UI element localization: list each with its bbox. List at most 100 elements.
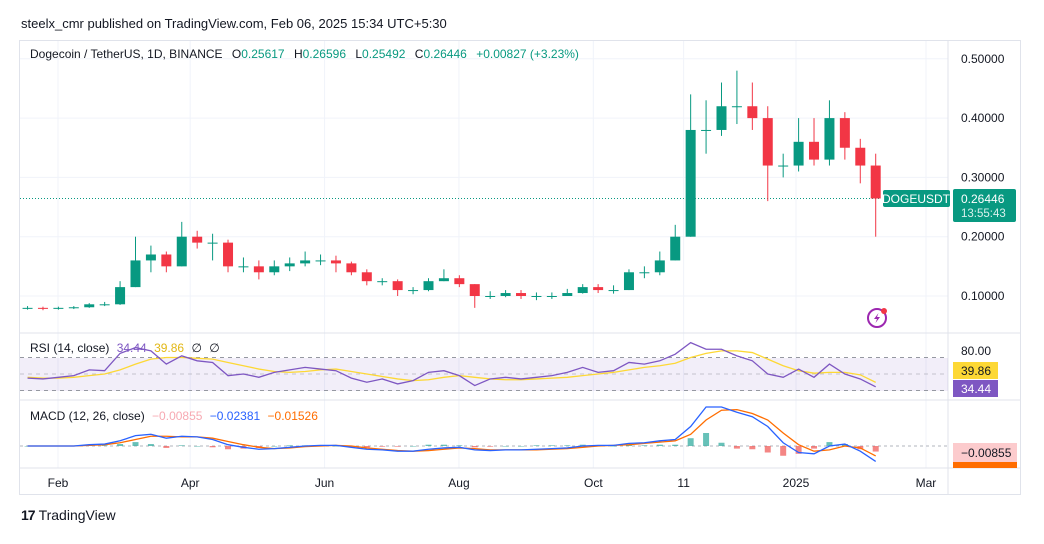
candle-body <box>623 272 634 291</box>
open-value: 0.25617 <box>241 47 285 61</box>
candle-body <box>531 296 542 297</box>
candle-body <box>824 118 835 160</box>
candle-body <box>716 106 727 130</box>
candle-body <box>639 272 650 274</box>
candle-body <box>469 284 480 296</box>
macd-legend: MACD (12, 26, close) −0.00855 −0.02381 −… <box>30 409 318 423</box>
candle-body <box>423 281 434 291</box>
macd-histogram-bar <box>672 444 679 446</box>
macd-histogram-bar <box>703 433 710 446</box>
rsi-ma-tag-bg <box>953 362 998 379</box>
price-tick-label: 0.40000 <box>961 111 1005 125</box>
macd-hist-tag-bg <box>953 443 1017 462</box>
candle-body <box>161 254 172 267</box>
macd-histogram-bar <box>564 445 571 446</box>
symbol-name: Dogecoin / TetherUS, 1D, BINANCE <box>30 47 223 61</box>
candle-body <box>22 307 33 309</box>
macd-histogram-bar <box>780 446 787 456</box>
symbol-legend: Dogecoin / TetherUS, 1D, BINANCE O0.2561… <box>30 47 579 61</box>
macd-histogram-bar <box>718 442 725 446</box>
candle-body <box>84 304 95 308</box>
time-tick-label: 11 <box>677 476 690 490</box>
last-price-tag: 0.26446 <box>961 192 1005 206</box>
symbol-price-tag: DOGEUSDT 0.26446 13:55:43 <box>882 189 1016 222</box>
candle-body <box>53 307 64 309</box>
bar-countdown: 13:55:43 <box>961 208 1006 220</box>
candle-body <box>269 266 280 273</box>
macd-signal-tag-bg <box>953 462 1017 468</box>
chart-frame <box>19 40 1021 495</box>
candle-body <box>608 290 619 292</box>
candle-body <box>68 307 79 309</box>
candle-body <box>747 106 758 119</box>
candle-body <box>300 260 311 264</box>
high-value: 0.26596 <box>303 47 347 61</box>
candle-body <box>37 307 48 309</box>
candle-body <box>438 278 449 282</box>
price-axis[interactable]: 0.10000 0.20000 0.30000 0.40000 0.50000 <box>961 52 1005 303</box>
candle-body <box>223 242 234 267</box>
macd-histogram-bar <box>225 446 232 450</box>
lightning-icon[interactable] <box>867 308 887 328</box>
macd-histogram-bar <box>610 446 617 447</box>
rsi-tag: 34.44 <box>961 382 991 396</box>
candle-body <box>793 141 804 166</box>
candle-body <box>392 281 403 291</box>
low-value: 0.25492 <box>362 47 406 61</box>
macd-histogram-bar <box>764 446 771 453</box>
macd-histogram-bar <box>332 446 339 447</box>
macd-histogram-bar <box>872 446 879 452</box>
macd-histogram-bar <box>471 446 478 448</box>
macd-histogram-bar <box>425 444 432 446</box>
macd-value: −0.02381 <box>210 409 261 423</box>
candle-body <box>130 260 141 288</box>
macd-histogram-bar <box>502 446 509 447</box>
time-tick-label: Oct <box>584 476 603 490</box>
time-tick-label: Jun <box>315 476 334 490</box>
macd-histogram-bar <box>440 444 447 446</box>
candle-body <box>546 296 557 297</box>
rsi-value: 34.44 <box>117 341 147 355</box>
candle-body <box>346 263 357 273</box>
macd-pane <box>20 406 948 463</box>
candle-body <box>855 147 866 166</box>
candle-body <box>192 236 203 243</box>
macd-histogram-bar <box>379 446 386 447</box>
time-tick-label: 2025 <box>783 476 810 490</box>
price-tick-label: 0.20000 <box>961 230 1005 244</box>
price-tick-label: 0.30000 <box>961 170 1005 184</box>
rsi-tag-bg <box>953 380 998 397</box>
time-axis[interactable]: Feb Apr Jun Aug Oct 11 2025 Mar <box>48 476 937 490</box>
rsi-axis-80: 80.00 <box>961 344 991 358</box>
macd-histogram-bar <box>533 445 540 446</box>
close-label: C <box>415 47 424 61</box>
candle-body <box>330 260 341 264</box>
macd-line <box>27 406 877 463</box>
macd-histogram-bar <box>271 446 278 447</box>
macd-histogram-bar <box>518 446 525 447</box>
candle-body <box>408 290 419 292</box>
low-label: L <box>355 47 362 61</box>
macd-histogram-bar <box>286 445 293 446</box>
macd-histogram-bar <box>394 446 401 447</box>
candle-body <box>870 165 881 199</box>
tradingview-logo[interactable]: 17 TradingView <box>21 507 116 523</box>
rsi-ma-line <box>27 350 876 383</box>
candle-body <box>485 296 496 297</box>
candle-body <box>115 287 126 305</box>
macd-histogram-bar <box>178 445 185 446</box>
rsi-empty-value: ∅ <box>191 341 201 355</box>
macd-hist-value: −0.00855 <box>152 409 203 423</box>
candle-body <box>315 260 326 262</box>
macd-histogram-bar <box>487 446 494 447</box>
macd-signal-line <box>27 408 877 457</box>
candle-body <box>99 304 110 306</box>
grid-lines <box>20 41 948 468</box>
time-tick-label: Mar <box>916 476 937 490</box>
candle-body <box>670 236 681 261</box>
rsi-line <box>27 341 876 388</box>
time-tick-label: Feb <box>48 476 69 490</box>
candle-body <box>454 278 465 285</box>
candle-body <box>562 293 573 296</box>
